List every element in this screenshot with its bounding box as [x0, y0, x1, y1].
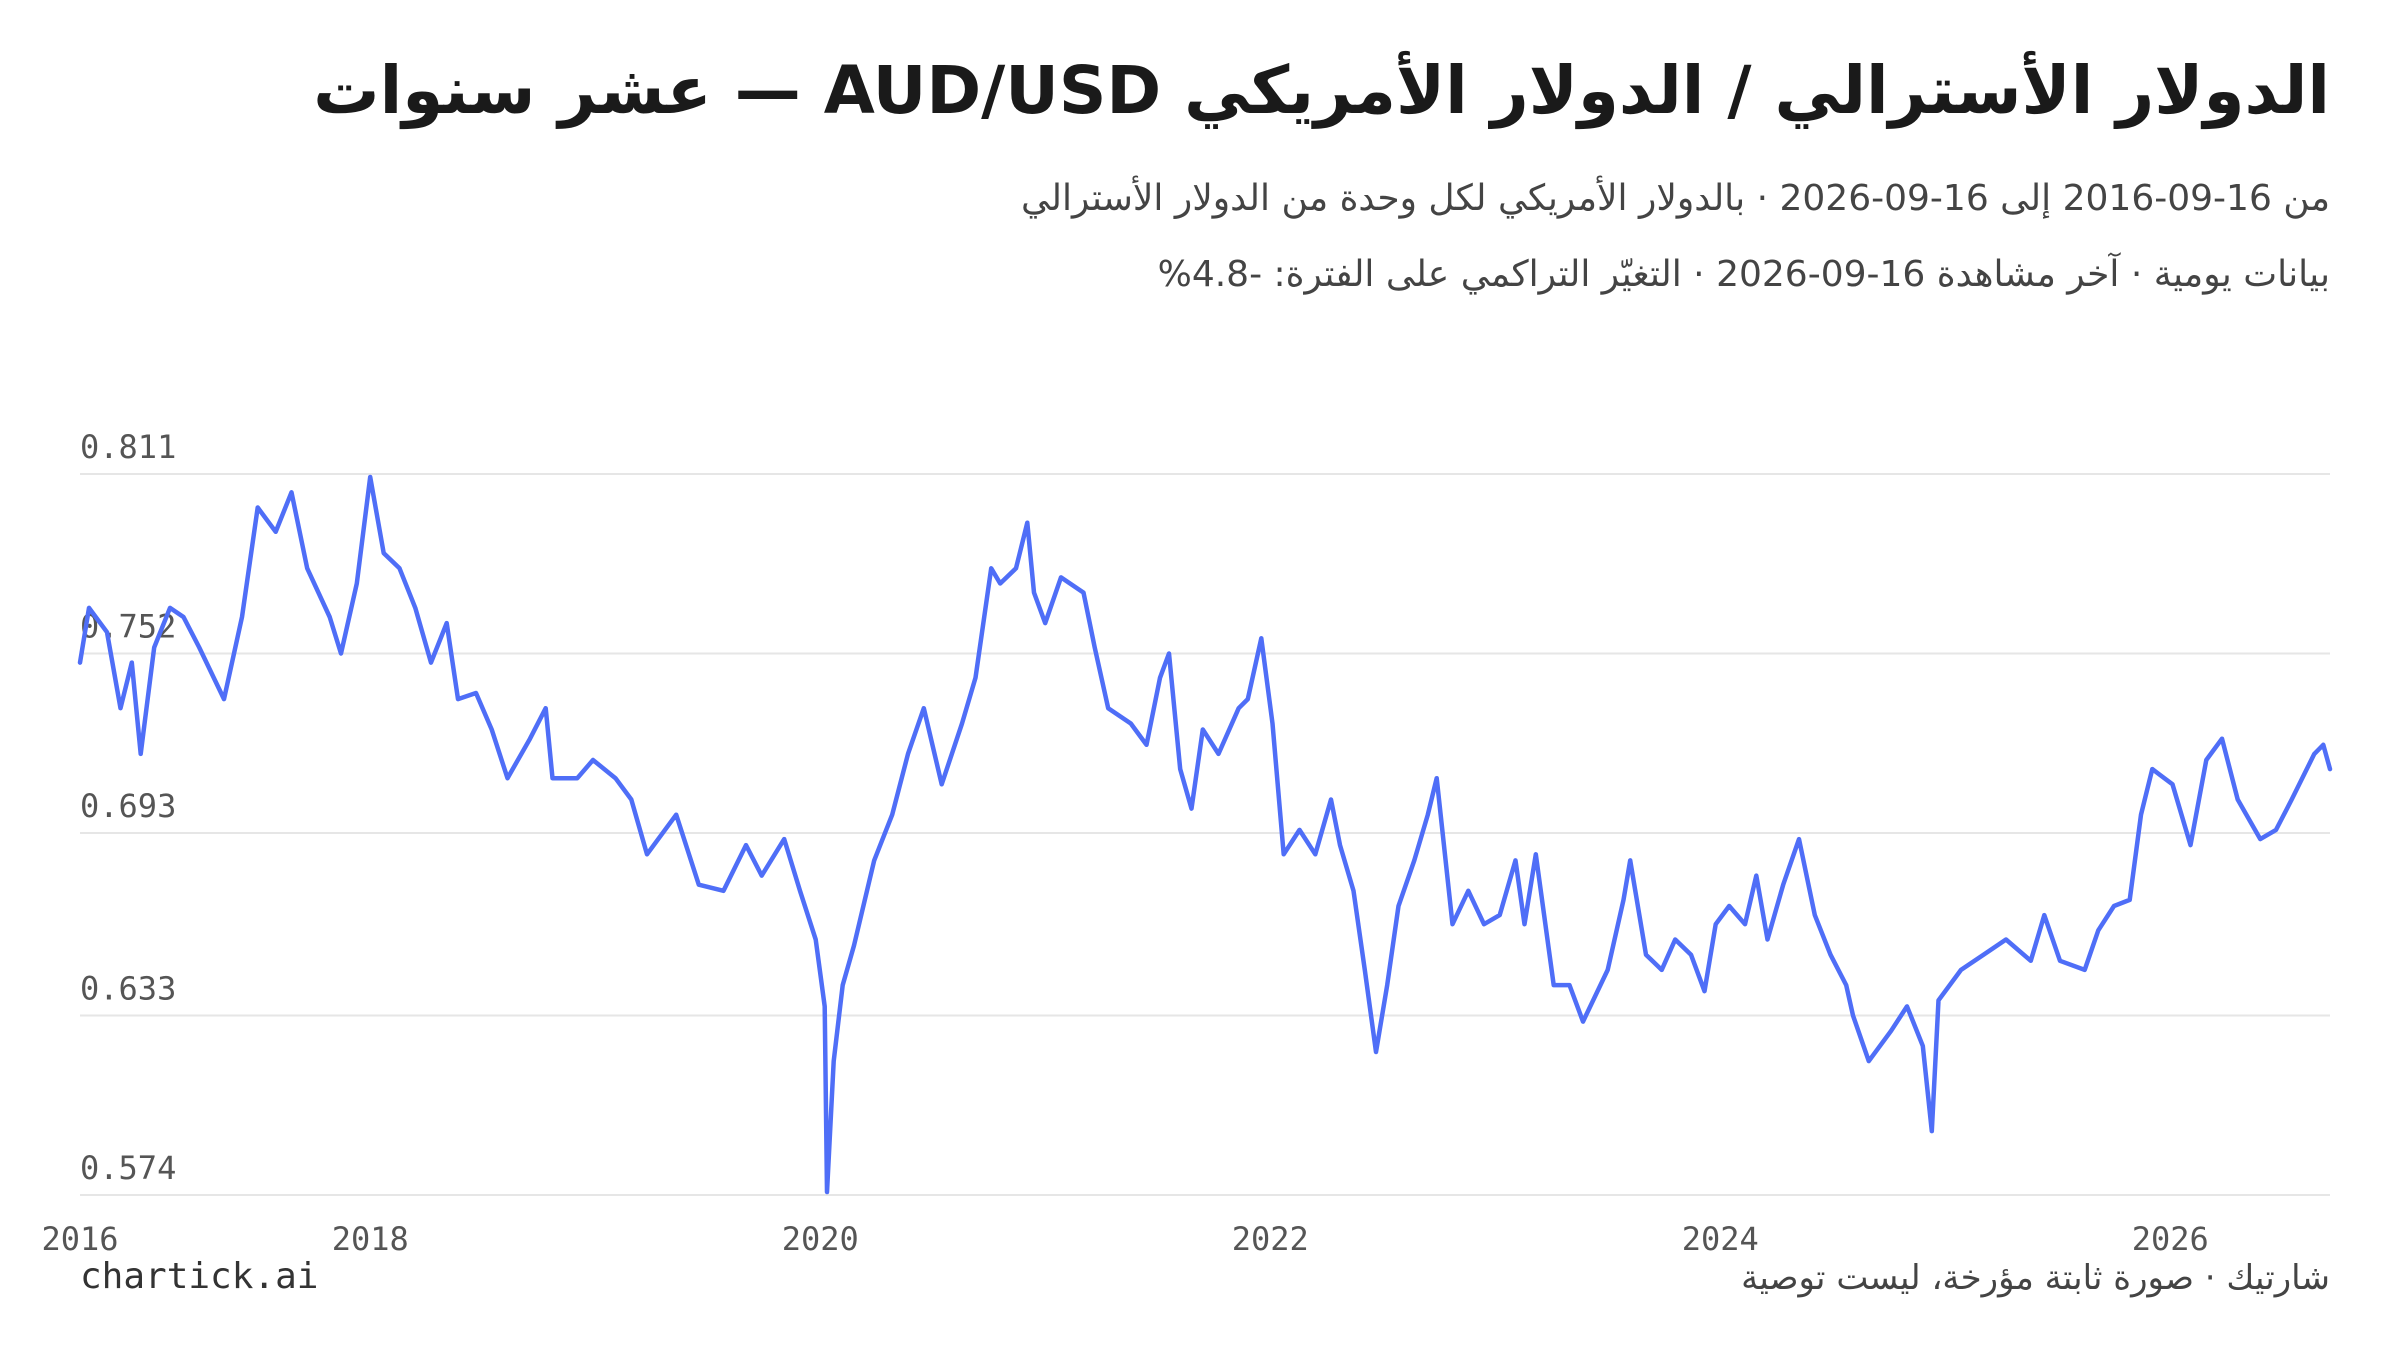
y-tick-label: 0.633: [80, 970, 176, 1008]
subtitle: من 16-09-2016 إلى 16-09-2026 · بالدولار …: [1020, 178, 2330, 219]
y-tick-label: 0.574: [80, 1149, 176, 1187]
y-tick-label: 0.811: [80, 428, 176, 466]
x-tick-label: 2020: [782, 1220, 859, 1258]
series-line: [77, 474, 2333, 1195]
brand: chartick.ai: [80, 1256, 319, 1297]
x-tick-label: 2026: [2132, 1220, 2209, 1258]
x-tick-label: 2024: [1682, 1220, 1759, 1258]
x-tick-label: 2022: [1232, 1220, 1309, 1258]
chart-title: الدولار الأسترالي / الدولار الأمريكي AUD…: [313, 52, 2330, 129]
x-tick-label: 2016: [41, 1220, 118, 1258]
subtitle: بيانات يومية · آخر مشاهدة 16-09-2026 · ا…: [1157, 254, 2330, 295]
x-tick-label: 2018: [332, 1220, 409, 1258]
y-tick-label: 0.693: [80, 787, 176, 825]
footer: شارتيك · صورة ثابتة مؤرخة، ليست توصية: [1741, 1258, 2330, 1298]
